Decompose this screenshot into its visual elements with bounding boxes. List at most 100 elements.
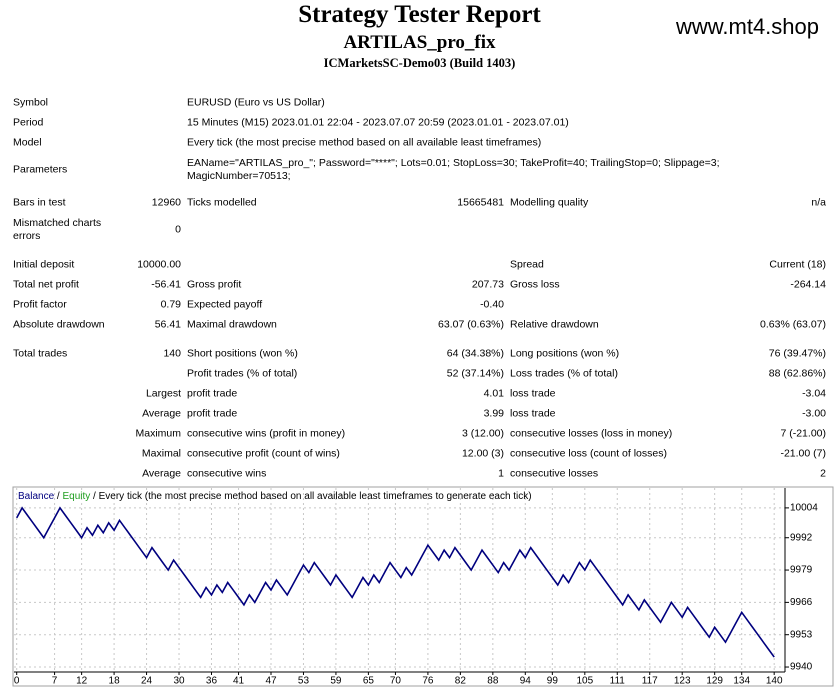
- report-label: consecutive wins: [187, 467, 267, 480]
- x-tick-label: 94: [520, 676, 532, 687]
- y-tick-label: 9966: [790, 597, 813, 608]
- report-label: Bars in test: [13, 196, 66, 209]
- report-value: -56.41: [151, 278, 181, 291]
- report-value: 10000.00: [137, 258, 181, 271]
- x-tick-label: 134: [733, 676, 750, 687]
- report-value: 3 (12.00): [461, 427, 504, 440]
- report-label: Gross loss: [510, 278, 560, 291]
- report-value: 12960: [151, 196, 181, 209]
- x-tick-label: 30: [173, 676, 185, 687]
- report-value: Largest: [145, 387, 181, 400]
- x-tick-label: 129: [706, 676, 723, 687]
- report-value: -3.00: [802, 407, 826, 420]
- legend-entry: Equity: [62, 491, 90, 502]
- report-value: 52 (37.14%): [446, 367, 504, 380]
- report-value: -264.14: [790, 278, 826, 291]
- report-label: Total trades: [13, 347, 68, 360]
- report-label: Period: [13, 116, 44, 129]
- report-label: Modelling quality: [510, 196, 589, 209]
- report-value: Current (18): [769, 258, 826, 271]
- report-label: 15 Minutes (M15) 2023.01.01 22:04 - 2023…: [187, 116, 569, 129]
- report-value: 12.00 (3): [461, 447, 504, 460]
- report-label: Expected payoff: [187, 298, 263, 311]
- report-value: 0.79: [160, 298, 181, 311]
- report-value: 3.99: [483, 407, 504, 420]
- report-subtitle: ARTILAS_pro_fix: [343, 32, 496, 53]
- report-value: 207.73: [471, 278, 504, 291]
- chart-subtitle: Every tick (the most precise method base…: [99, 491, 532, 502]
- x-tick-label: 76: [422, 676, 434, 687]
- y-tick-label: 9953: [790, 629, 813, 640]
- x-tick-label: 99: [547, 676, 559, 687]
- report-label: Parameters: [13, 163, 68, 176]
- legend-separator: /: [90, 491, 98, 502]
- x-tick-label: 123: [674, 676, 691, 687]
- report-label: Every tick (the most precise method base…: [187, 136, 542, 149]
- report-label: Maximal drawdown: [187, 318, 277, 331]
- report-value: 1: [498, 467, 504, 480]
- report-label: Spread: [510, 258, 544, 271]
- report-label: loss trade: [510, 387, 556, 400]
- x-tick-label: 65: [363, 676, 375, 687]
- legend-entry: Balance: [18, 491, 55, 502]
- report-label: Model: [13, 136, 42, 149]
- report-value: Maximum: [135, 427, 181, 440]
- x-tick-label: 53: [298, 676, 310, 687]
- report-value: 4.01: [483, 387, 504, 400]
- report-value: -0.40: [480, 298, 504, 311]
- site-label: www.mt4.shop: [675, 14, 819, 39]
- report-label: Profit factor: [13, 298, 67, 311]
- report-label: Loss trades (% of total): [510, 367, 618, 380]
- report-value: Maximal: [141, 447, 181, 460]
- report-label: Profit trades (% of total): [187, 367, 298, 380]
- report-value: Average: [142, 467, 181, 480]
- report-label: Initial deposit: [13, 258, 75, 271]
- legend: Balance / Equity / Every tick (the most …: [18, 491, 532, 502]
- y-tick-label: 9992: [790, 532, 813, 543]
- report-label: EAName="ARTILAS_pro_"; Password="****"; …: [187, 157, 720, 182]
- report-label: profit trade: [187, 407, 238, 420]
- report-title: Strategy Tester Report: [298, 1, 541, 28]
- report-value: 63.07 (0.63%): [438, 318, 504, 331]
- report-label: Symbol: [13, 96, 49, 109]
- report-label: consecutive loss (count of losses): [510, 447, 667, 460]
- x-tick-label: 59: [330, 676, 342, 687]
- report-label: Short positions (won %): [187, 347, 298, 360]
- chart-frame: [12, 486, 834, 687]
- x-tick-label: 111: [610, 676, 626, 687]
- x-tick-label: 24: [141, 676, 153, 687]
- legend-separator: /: [54, 491, 62, 502]
- x-tick-label: 47: [265, 676, 277, 687]
- report-value: 76 (39.47%): [768, 347, 826, 360]
- report-label: profit trade: [187, 387, 238, 400]
- x-tick-label: 82: [455, 676, 467, 687]
- report-value: -21.00 (7): [780, 447, 826, 460]
- report-label: EURUSD (Euro vs US Dollar): [187, 96, 325, 109]
- report-label: Gross profit: [187, 278, 242, 291]
- report-value: -3.04: [802, 387, 826, 400]
- x-tick-label: 88: [487, 676, 499, 687]
- report-value: 7 (-21.00): [780, 427, 826, 440]
- y-tick-label: 9940: [790, 662, 813, 673]
- report-label: consecutive losses (loss in money): [510, 427, 673, 440]
- report-label: loss trade: [510, 407, 556, 420]
- report-label: Relative drawdown: [510, 318, 599, 331]
- report-label: Ticks modelled: [187, 196, 257, 209]
- report-value: 15665481: [457, 196, 504, 209]
- report-value: n/a: [811, 196, 826, 209]
- report-value: 64 (34.38%): [446, 347, 504, 360]
- report-value: 88 (62.86%): [768, 367, 826, 380]
- report-label: Total net profit: [13, 278, 79, 291]
- report-value: Average: [142, 407, 181, 420]
- report-label: consecutive profit (count of wins): [187, 447, 340, 460]
- x-tick-label: 18: [109, 676, 121, 687]
- report-label: Absolute drawdown: [13, 318, 105, 331]
- report-value: 0: [175, 223, 181, 236]
- balance-line: [16, 506, 775, 658]
- y-tick-label: 10004: [790, 503, 818, 514]
- report-label: Long positions (won %): [510, 347, 620, 360]
- x-tick-label: 7: [52, 676, 58, 687]
- y-tick-label: 9979: [790, 565, 813, 576]
- report-label: consecutive wins (profit in money): [187, 427, 346, 440]
- x-tick-label: 70: [390, 676, 402, 687]
